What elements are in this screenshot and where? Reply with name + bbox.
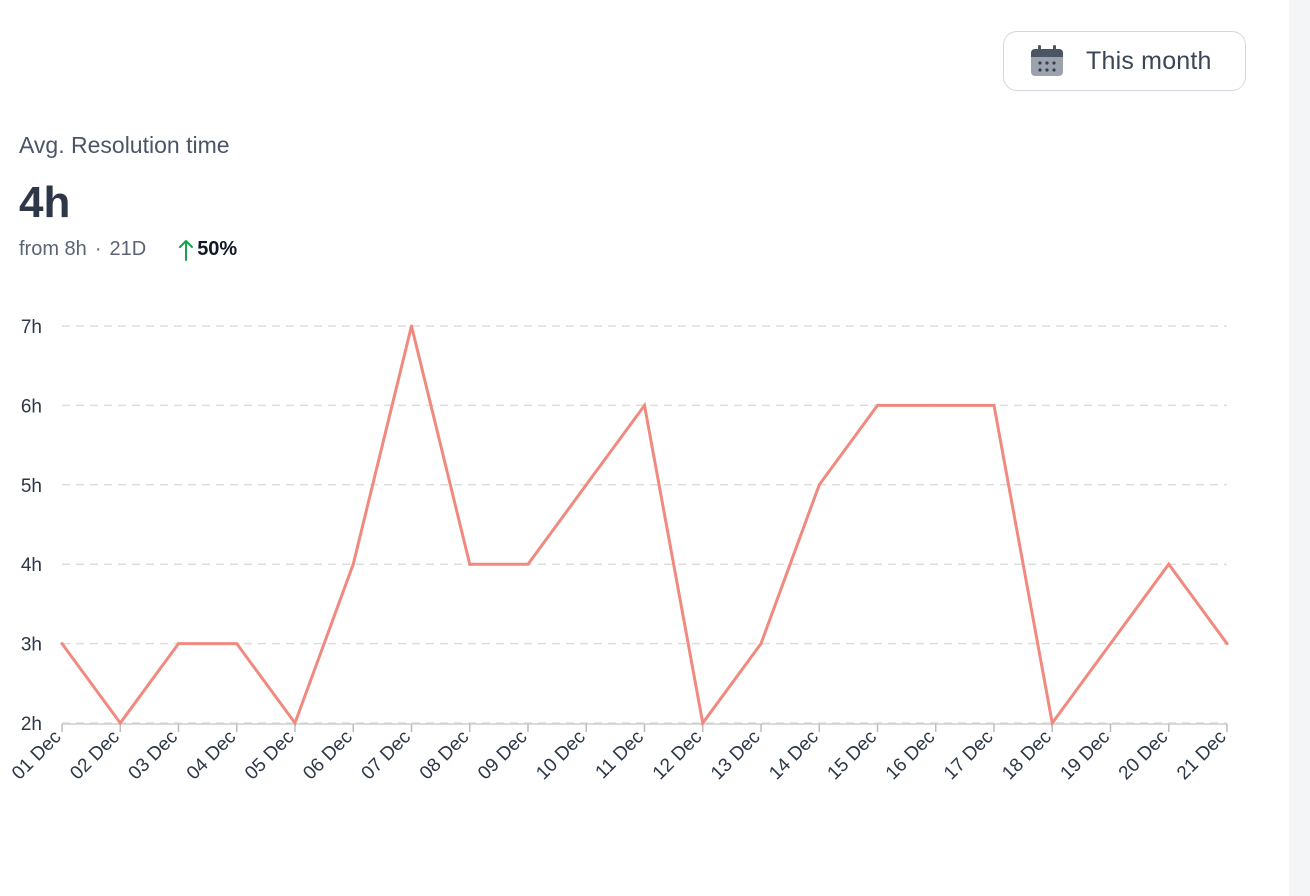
data-point [293, 721, 297, 725]
data-point [351, 562, 355, 566]
x-tick-label: 03 Dec [125, 727, 182, 784]
metric-title: Avg. Resolution time [19, 132, 230, 158]
resolution-time-chart: 2h 3h 4h 5h 6h 7h 01 Dec 02 Dec 03 Dec 04 Dec 05 D… [8, 317, 1230, 784]
x-tick-label: 11 Dec [592, 727, 648, 783]
data-point [177, 642, 180, 646]
y-tick-label: 2h [21, 714, 42, 735]
metric-value: 4h [19, 178, 71, 227]
data-point [1167, 562, 1171, 566]
x-tick-label: 07 Dec [358, 727, 415, 784]
metric-period: 21D [109, 238, 147, 260]
data-point [934, 403, 938, 407]
x-tick-label: 15 Dec [824, 727, 881, 784]
x-tick-label: 14 Dec [765, 727, 822, 784]
y-tick-label: 7h [21, 317, 42, 338]
date-range-button[interactable]: This month [1003, 31, 1246, 91]
series-line [60, 325, 1229, 727]
x-tick-label: 19 Dec [1057, 727, 1114, 784]
y-tick-label: 6h [21, 396, 42, 417]
data-point [526, 562, 530, 566]
metric-change: 50% [178, 238, 237, 261]
data-point [1225, 642, 1229, 646]
data-point [235, 642, 239, 646]
x-tick-label: 01 Dec [8, 727, 65, 784]
data-point [1109, 642, 1112, 646]
x-tick-label: 09 Dec [474, 727, 531, 784]
x-tick-label: 06 Dec [299, 727, 356, 784]
date-range-label: This month [1086, 47, 1212, 75]
data-point [701, 721, 705, 725]
metric-change-percent: 50% [197, 238, 238, 260]
data-point [584, 483, 588, 487]
x-tick-label: 20 Dec [1115, 727, 1172, 784]
x-tick-label: 04 Dec [183, 727, 240, 784]
data-point [643, 403, 646, 407]
x-tick-label: 08 Dec [416, 727, 473, 784]
x-tick-label: 13 Dec [707, 727, 764, 784]
y-tick-label: 4h [21, 555, 42, 576]
calendar-icon [1031, 45, 1063, 76]
arrow-up-icon [179, 239, 194, 261]
metric-separator: · [94, 238, 102, 260]
x-tick-label: 05 Dec [241, 727, 298, 784]
x-tick-label: 18 Dec [998, 727, 1055, 784]
x-tick-label: 10 Dec [532, 727, 589, 784]
data-point [759, 642, 763, 646]
data-point [992, 403, 996, 407]
data-point [468, 562, 472, 566]
data-point [1050, 721, 1054, 725]
data-point [817, 483, 821, 487]
x-tick-label: 02 Dec [66, 727, 123, 784]
data-point [118, 721, 122, 725]
metric-comparison: from 8h · 21D 50% [19, 238, 237, 261]
right-panel-edge [1289, 0, 1310, 896]
x-tick-label: 17 Dec [940, 727, 997, 784]
data-point [410, 324, 413, 328]
data-point [876, 403, 879, 407]
metric-from: from 8h [19, 238, 87, 260]
x-tick-label: 16 Dec [882, 727, 939, 784]
x-tick-label: 12 Dec [649, 727, 706, 784]
data-point [60, 642, 64, 646]
y-tick-label: 3h [21, 635, 42, 656]
y-tick-label: 5h [21, 476, 42, 497]
x-tick-label: 21 Dec [1173, 727, 1230, 784]
